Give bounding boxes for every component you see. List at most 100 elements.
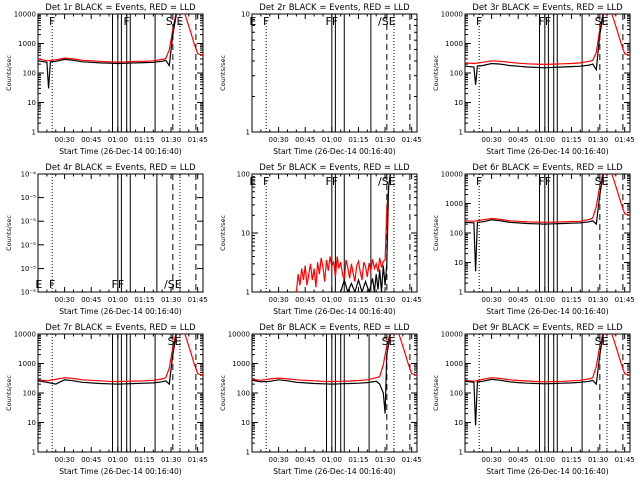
- y-tick-label: 10000: [228, 331, 250, 339]
- y-tick-label: 100: [450, 230, 463, 238]
- event-marker-label: /SE: [378, 15, 396, 28]
- x-tick-label: 01:00: [108, 296, 128, 304]
- x-tick-label: 01:30: [375, 456, 395, 464]
- detector-panel-5: Det 5r BLACK = Events, RED = LLD Counts/s…: [219, 163, 422, 316]
- x-tick-label: 01:30: [588, 456, 608, 464]
- event-marker-label: FF: [326, 15, 339, 28]
- x-tick-label: 00:30: [482, 296, 502, 304]
- y-axis-label: Counts/sec: [219, 55, 227, 91]
- events-series-line: [465, 174, 604, 272]
- y-tick-label: 1: [32, 449, 36, 457]
- event-marker-label: SE: [595, 335, 609, 348]
- x-tick-label: 01:15: [134, 296, 154, 304]
- x-tick-label: 00:30: [482, 456, 502, 464]
- x-axis-label: Start Time (26-Dec-14 00:16:40): [273, 147, 395, 156]
- y-tick-label: 10⁻⁵: [21, 289, 37, 297]
- lld-series-line: [465, 174, 630, 223]
- y-axis-label: Counts/sec: [432, 375, 440, 411]
- y-axis-label: Counts/sec: [219, 215, 227, 251]
- y-tick-label: 100: [450, 390, 463, 398]
- x-tick-label: 01:00: [322, 296, 342, 304]
- x-tick-label: 01:15: [348, 136, 368, 144]
- y-tick-label: 1: [459, 289, 463, 297]
- x-axis-label: Start Time (26-Dec-14 00:16:40): [59, 467, 181, 476]
- x-tick-label: 01:30: [375, 136, 395, 144]
- event-marker-label: F: [49, 15, 55, 28]
- x-tick-label: 01:00: [322, 136, 342, 144]
- detector-panel-8: Det 8r BLACK = Events, RED = LLD Counts/s…: [219, 323, 422, 476]
- x-tick-label: 01:15: [348, 296, 368, 304]
- y-tick-label: 100: [23, 70, 36, 78]
- plot-frame: [251, 13, 418, 133]
- y-tick-label: 10000: [441, 171, 463, 179]
- x-tick-label: 00:45: [295, 136, 315, 144]
- x-tick-label: 01:30: [375, 296, 395, 304]
- event-marker-label: /SE: [164, 278, 182, 291]
- y-tick-label: 10000: [14, 11, 36, 19]
- lld-series-line: [38, 14, 203, 63]
- x-tick-label: 01:45: [615, 136, 635, 144]
- events-series-line: [465, 14, 604, 85]
- events-series-line: [38, 334, 177, 386]
- x-axis-label: Start Time (26-Dec-14 00:16:40): [486, 147, 608, 156]
- x-tick-label: 01:00: [322, 456, 342, 464]
- x-tick-label: 00:45: [508, 456, 528, 464]
- x-axis-label: Start Time (26-Dec-14 00:16:40): [59, 307, 181, 316]
- event-marker-label: FF: [539, 15, 552, 28]
- event-marker-label: E: [249, 175, 256, 188]
- x-tick-label: 01:45: [402, 456, 422, 464]
- event-marker-label: F: [476, 15, 482, 28]
- events-series-line: [340, 174, 391, 292]
- plot-frame: [251, 333, 418, 453]
- y-tick-label: 100: [450, 70, 463, 78]
- y-tick-label: 10: [27, 419, 36, 427]
- x-tick-label: 00:45: [81, 136, 101, 144]
- x-tick-label: 01:30: [588, 296, 608, 304]
- y-tick-label: 10000: [14, 331, 36, 339]
- detector-panel-3: Det 3r BLACK = Events, RED = LLD Counts/s…: [432, 3, 635, 156]
- event-marker-label: /SE: [378, 175, 396, 188]
- x-tick-label: 00:45: [295, 456, 315, 464]
- y-tick-label: 1000: [445, 40, 463, 48]
- plot-frame: [37, 13, 204, 133]
- y-tick-label: 1000: [445, 200, 463, 208]
- x-tick-label: 00:30: [482, 136, 502, 144]
- x-tick-label: 01:30: [588, 136, 608, 144]
- x-tick-label: 01:00: [535, 136, 555, 144]
- y-tick-label: 1: [32, 129, 36, 137]
- x-tick-label: 00:30: [269, 456, 289, 464]
- x-tick-label: 01:15: [561, 456, 581, 464]
- y-tick-label: 1000: [232, 360, 250, 368]
- plot-frame: [464, 333, 631, 453]
- event-marker-label: SE: [595, 15, 609, 28]
- y-tick-label: 10⁻⁵: [21, 265, 37, 273]
- y-tick-label: 10: [454, 419, 463, 427]
- y-axis-label: Counts/sec: [219, 375, 227, 411]
- event-marker-label: SE: [168, 335, 182, 348]
- event-marker-label: F: [263, 175, 269, 188]
- y-tick-label: 10: [241, 419, 250, 427]
- panel-title: Det 2r BLACK = Events, RED = LLD: [259, 3, 410, 13]
- y-tick-label: 10⁻⁵: [21, 194, 37, 202]
- y-tick-label: 10: [241, 11, 250, 19]
- plot-frame: [37, 333, 204, 453]
- panel-title: Det 8r BLACK = Events, RED = LLD: [259, 323, 410, 333]
- event-marker-label: E: [35, 278, 42, 291]
- x-tick-label: 01:30: [161, 136, 181, 144]
- x-tick-label: 00:30: [55, 456, 75, 464]
- panel-title: Det 5r BLACK = Events, RED = LLD: [259, 163, 410, 173]
- event-marker-label: FF: [112, 278, 125, 291]
- event-marker-label: F: [263, 15, 269, 28]
- x-tick-label: 01:45: [615, 456, 635, 464]
- detector-panel-9: Det 9r BLACK = Events, RED = LLD Counts/s…: [432, 323, 635, 476]
- x-axis-label: Start Time (26-Dec-14 00:16:40): [486, 307, 608, 316]
- y-tick-label: 10: [454, 259, 463, 267]
- panel-title: Det 7r BLACK = Events, RED = LLD: [45, 323, 196, 333]
- y-tick-label: 100: [237, 171, 250, 179]
- panel-title: Det 6r BLACK = Events, RED = LLD: [472, 163, 623, 173]
- detector-panel-1: Det 1r BLACK = Events, RED = LLD Counts/s…: [5, 3, 208, 156]
- x-tick-label: 00:45: [508, 136, 528, 144]
- detector-panel-2: Det 2r BLACK = Events, RED = LLD Counts/s…: [219, 3, 422, 156]
- y-tick-label: 10: [241, 230, 250, 238]
